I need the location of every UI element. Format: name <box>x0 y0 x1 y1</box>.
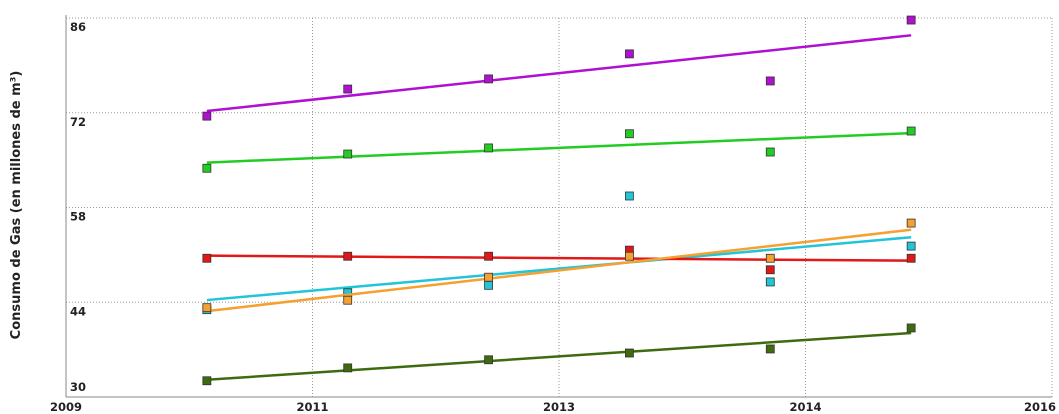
point <box>202 163 212 173</box>
point <box>484 280 493 290</box>
point <box>906 241 916 251</box>
point <box>202 376 212 386</box>
trend-line <box>206 331 912 382</box>
y-tick-label: 30 <box>70 380 86 394</box>
y-tick-label: 44 <box>70 304 86 318</box>
point <box>202 111 212 121</box>
point <box>765 253 775 263</box>
point <box>906 218 916 228</box>
point <box>906 126 916 136</box>
point <box>906 323 916 333</box>
point <box>343 295 353 305</box>
point <box>202 253 212 263</box>
point <box>765 277 775 287</box>
point <box>765 147 775 157</box>
point <box>343 149 353 159</box>
y-axis-label: Consumo de Gas (en millones de m³) <box>9 71 24 340</box>
x-tick-label: 2013 <box>543 400 575 414</box>
point <box>625 129 634 139</box>
point <box>625 191 634 201</box>
point <box>343 84 353 94</box>
y-tick-label: 72 <box>70 115 86 129</box>
trend-line <box>206 131 912 164</box>
point <box>484 272 493 282</box>
point <box>484 251 493 261</box>
point <box>906 253 916 263</box>
point <box>765 344 775 354</box>
point <box>484 143 493 153</box>
y-tick-label: 58 <box>70 210 86 224</box>
x-tick-label: 2014 <box>789 400 821 414</box>
point <box>765 76 775 86</box>
point <box>765 265 775 275</box>
point <box>343 363 353 373</box>
point <box>484 74 493 84</box>
x-tick-label: 2011 <box>296 400 328 414</box>
trend-line <box>206 228 912 313</box>
x-tick-label: 2009 <box>50 400 82 414</box>
point <box>484 355 493 365</box>
point <box>625 49 634 59</box>
point <box>625 251 634 261</box>
y-tick-label: 86 <box>70 20 86 34</box>
trend-line <box>206 254 912 262</box>
point <box>906 15 916 25</box>
trend-line <box>206 235 912 302</box>
trend-line <box>206 34 912 113</box>
point <box>202 303 212 313</box>
x-tick-label: 2016 <box>1024 400 1056 414</box>
point <box>625 348 634 358</box>
point <box>343 251 353 261</box>
